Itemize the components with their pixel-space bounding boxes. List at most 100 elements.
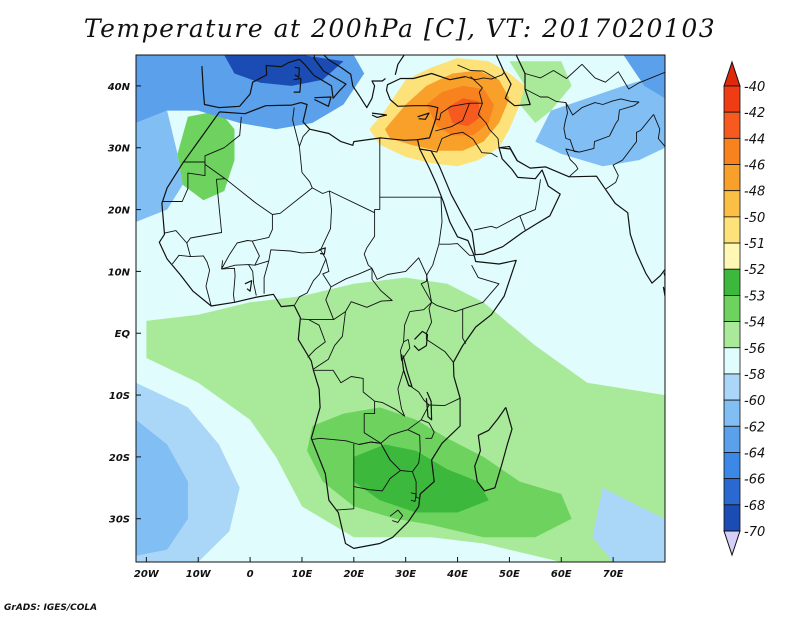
colorbar-label: -68 (744, 499, 765, 514)
y-tick-label: 20N (108, 206, 131, 217)
border-iran-afghanistan-pakistan (563, 102, 580, 178)
colorbar-segment (723, 347, 741, 375)
colorbar-label: -52 (744, 263, 765, 278)
y-tick-label: 30N (108, 144, 131, 155)
coastline-europe-south (201, 55, 347, 109)
border-west-africa-borders-2 (190, 255, 212, 307)
border-angola-drc (313, 369, 376, 415)
coastline-corsica (294, 66, 300, 78)
border-israel-jordan-saudi (430, 131, 498, 158)
colorbar-label: -60 (744, 394, 765, 409)
colorbar-label: -53 (744, 289, 765, 304)
border-drc-zambia (374, 370, 406, 417)
border-iraq-iran-turkey (470, 76, 483, 104)
colorbar-segment (723, 164, 741, 192)
border-western-sahara (161, 161, 206, 202)
border-senegal-mauritania (164, 230, 188, 244)
colorbar-segment (723, 399, 741, 427)
colorbar-over-arrow (723, 60, 741, 87)
colorbar-label: -66 (744, 473, 765, 488)
border-caucasus-2 (457, 64, 497, 79)
x-tick-label: 0 (247, 569, 254, 580)
coastline-crete (371, 112, 388, 119)
colorbar-segment (723, 452, 741, 480)
border-pakistan-india (605, 114, 654, 190)
border-india-china (653, 114, 665, 147)
border-car-south (333, 268, 393, 320)
colorbar-segment (723, 373, 741, 401)
coastline-persian-coast (498, 147, 518, 162)
coastline-italy-east (315, 52, 321, 54)
x-axis-ticks: 20W 10W 0 10E 20E 30E 40E 50E 60E 70E (134, 557, 624, 580)
colorbar-segment (723, 137, 741, 165)
x-tick-label: 50E (499, 569, 520, 580)
colorbar-label: -58 (744, 368, 765, 383)
y-tick-label: 10N (108, 267, 131, 278)
colorbar: -40 -42 -44 -46 -48 -50 -51 -52 -53 -54 -56 -58 -60 -… (723, 60, 765, 557)
border-tanzania-mozambique (428, 397, 461, 407)
border-west-africa-borders-3 (221, 267, 236, 303)
border-drc-zambia-tanzania (403, 370, 430, 406)
border-algeria-libya-tunisia (292, 107, 313, 189)
y-axis-ticks: 40N 30N 20N 10N EQ 10S 20S 30S (107, 82, 141, 526)
region-east-cold (535, 73, 665, 167)
border-afghanistan-pakistan (579, 101, 640, 153)
colorbar-label: -70 (744, 525, 765, 540)
colorbar-label: -44 (744, 132, 765, 147)
border-kenya-somalia (462, 309, 467, 344)
border-swaziland (410, 492, 417, 502)
coastline-caspian (495, 55, 531, 107)
colorbar-label: -56 (744, 342, 765, 357)
border-cameroon-south (300, 286, 335, 321)
colorbar-label: -46 (744, 159, 765, 174)
x-tick-label: 20W (134, 569, 160, 580)
colorbar-segment (723, 242, 741, 270)
colorbar-segment (723, 504, 741, 532)
border-ghana-togo-benin (248, 264, 257, 296)
y-tick-label: EQ (115, 329, 131, 340)
coastline-arabia (419, 145, 665, 284)
border-libya-south (312, 187, 380, 214)
y-tick-label: 10S (109, 391, 130, 402)
y-tick-label: 20S (109, 453, 130, 464)
coastline-lake-chad (318, 247, 326, 255)
border-mali-niger-burkina (221, 214, 273, 270)
border-botswana-north (358, 441, 391, 461)
x-tick-label: 30E (395, 569, 416, 580)
border-congo-drc (313, 311, 346, 370)
colorbar-segment (723, 321, 741, 349)
border-gabon-congo (307, 319, 326, 358)
border-sudan-ethiopia-eritrea (420, 197, 443, 303)
colorbar-label: -54 (744, 316, 765, 331)
colorbar-segment (723, 425, 741, 453)
plot-frame (135, 54, 666, 563)
colorbar-label: -42 (744, 106, 765, 121)
colorbar-under-arrow (723, 530, 741, 557)
colorbar-label: -64 (744, 446, 765, 461)
border-ethiopia-somalia (431, 264, 500, 313)
coastline-madagascar (474, 407, 513, 492)
region-atlantic-north-blue (136, 110, 183, 222)
border-kazakh-uzbek (524, 63, 665, 90)
region-europe-cold-core (224, 55, 344, 86)
colorbar-segment (723, 295, 741, 322)
border-yemen-oman (519, 215, 526, 231)
border-benin-nigeria (254, 260, 270, 294)
coastline-cyprus (417, 112, 430, 120)
border-tunisia-libya (298, 128, 311, 147)
colorbar-segment (723, 478, 741, 506)
border-lesotho (389, 509, 404, 523)
colorbar-label: -50 (744, 211, 765, 226)
x-tick-label: 10E (292, 569, 313, 580)
colorbar-segment (723, 190, 741, 218)
coastline-sardinia (293, 77, 302, 93)
coastline-levant-anatolia (385, 72, 466, 141)
border-zimbabwe (380, 429, 421, 473)
coastline-balkans-greece (322, 55, 386, 109)
border-morocco-algeria (204, 116, 242, 165)
border-chad-sudan (363, 212, 376, 269)
x-tick-label: 60E (551, 569, 572, 580)
x-tick-label: 20E (343, 569, 364, 580)
region-east-cold-edge (623, 55, 665, 99)
